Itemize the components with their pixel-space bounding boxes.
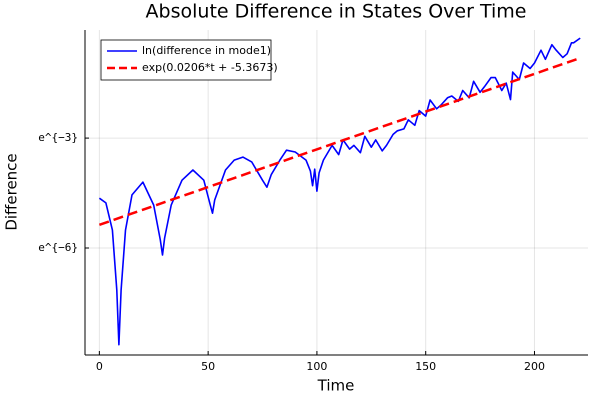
x-tick-label: 150	[415, 360, 436, 373]
x-tick-label: 100	[306, 360, 327, 373]
chart-title: Absolute Difference in States Over Time	[146, 1, 527, 23]
x-tick-label: 50	[201, 360, 215, 373]
series-line	[98, 37, 581, 346]
legend-label: exp(0.0206*t + -5.3673)	[142, 61, 278, 74]
series-line	[98, 56, 581, 226]
y-tick-label: e^{−3}	[38, 131, 78, 144]
legend-box	[100, 39, 272, 81]
legend-label: ln(difference in mode1)	[142, 44, 271, 57]
y-tick-label: e^{−6}	[38, 241, 78, 254]
x-axis-label: Time	[317, 377, 355, 395]
x-tick-label: 200	[524, 360, 545, 373]
y-axis-label: Difference	[3, 153, 21, 230]
x-tick-label: 0	[96, 360, 103, 373]
